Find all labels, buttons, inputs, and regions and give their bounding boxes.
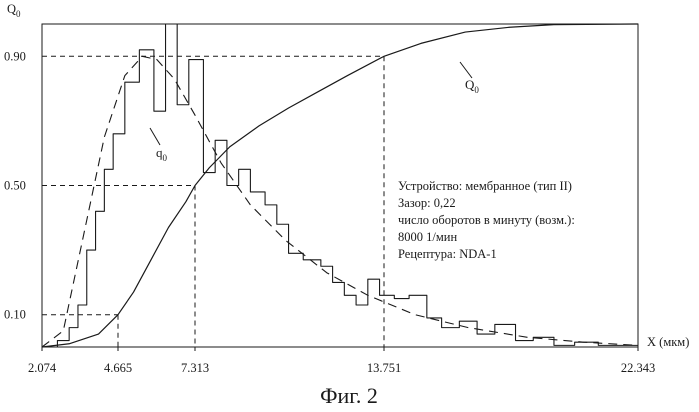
x-tick-label: 22.343 bbox=[621, 361, 655, 375]
series-label-Q-sub: 0 bbox=[474, 85, 479, 95]
y-tick-label: 0.50 bbox=[4, 179, 26, 193]
x-tick-label: 2.074 bbox=[28, 361, 57, 375]
guide-lines bbox=[42, 56, 384, 347]
y-axis-label-sub: 0 bbox=[16, 9, 21, 19]
series-label-q: q0 bbox=[150, 128, 168, 163]
x-tick-label: 13.751 bbox=[367, 361, 401, 375]
series-label-q-pointer bbox=[150, 128, 160, 145]
x-tick-label: 4.665 bbox=[104, 361, 132, 375]
annotation-line-rpm-label: число оборотов в минуту (возм.): bbox=[398, 213, 575, 227]
y-tick-label: 0.10 bbox=[4, 308, 26, 322]
x-axis-label: X (мкм) bbox=[647, 335, 689, 349]
annotation-line-device: Устройство: мембранное (тип II) bbox=[398, 179, 572, 193]
series-label-Q: Q0 bbox=[460, 62, 479, 95]
figure-caption: Фиг. 2 bbox=[320, 383, 378, 408]
annotation-line-recipe: Рецептура: NDA-1 bbox=[398, 247, 497, 261]
annotation-line-rpm-value: 8000 1/мин bbox=[398, 230, 457, 244]
y-tick-label: 0.90 bbox=[4, 49, 26, 63]
series-label-Q-pointer bbox=[460, 62, 472, 78]
series-label-q-text: q0 bbox=[156, 145, 168, 163]
annotation-line-gap: Зазор: 0,22 bbox=[398, 196, 456, 210]
annotation-box: Устройство: мембранное (тип II) Зазор: 0… bbox=[398, 179, 575, 261]
series-fitted-dashed-curve bbox=[42, 56, 638, 347]
y-axis-label-main: Q bbox=[7, 2, 16, 16]
y-axis-label: Q0 bbox=[7, 2, 21, 19]
x-tick-label: 7.313 bbox=[181, 361, 209, 375]
series-label-q-sub: 0 bbox=[163, 153, 168, 163]
series-label-Q-text: Q0 bbox=[465, 77, 479, 95]
